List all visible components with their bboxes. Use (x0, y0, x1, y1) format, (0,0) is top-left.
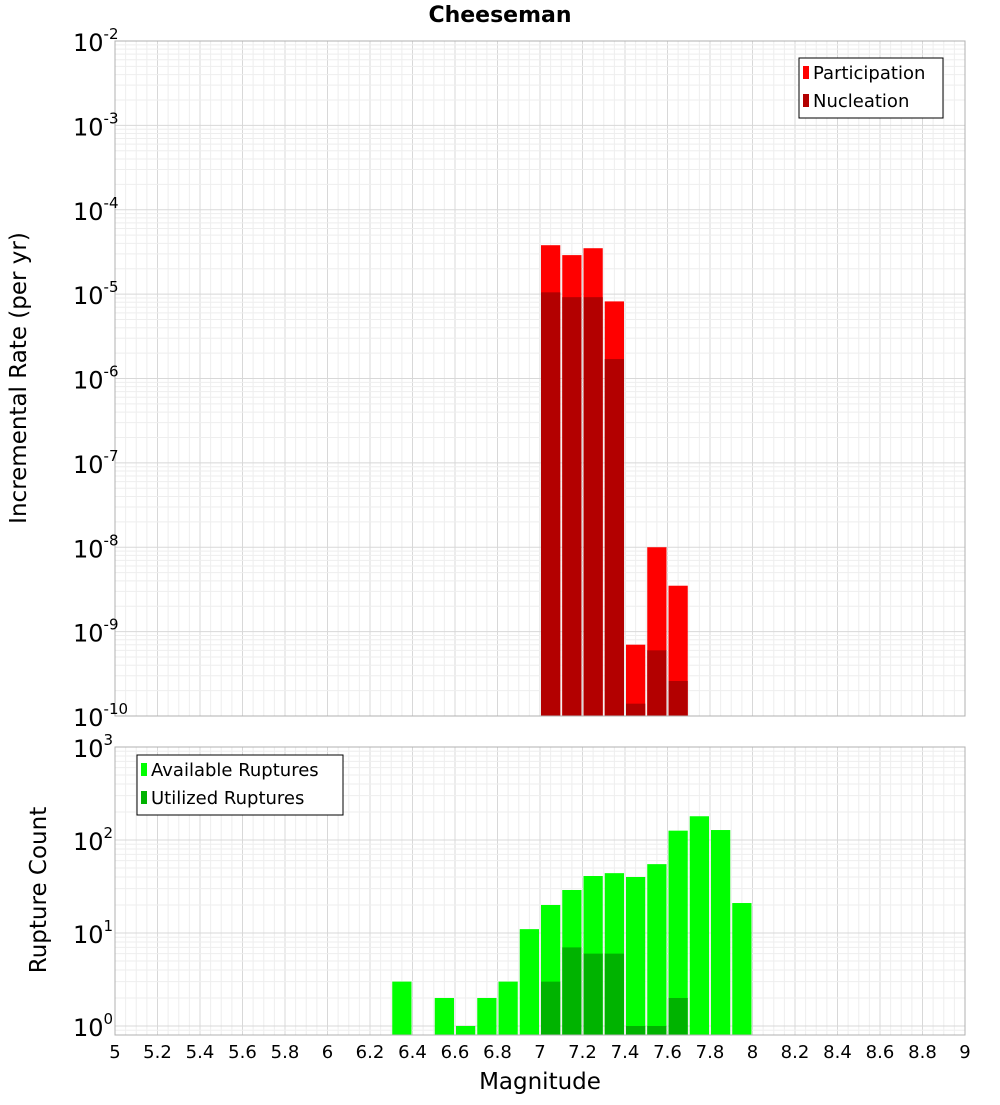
y-tick-label: 10-3 (73, 109, 119, 141)
x-tick-label: 9 (959, 1042, 970, 1063)
legend-label: Utilized Ruptures (151, 788, 304, 809)
bar (434, 997, 454, 1035)
bar (541, 292, 561, 716)
bar (583, 297, 603, 716)
bar (562, 947, 582, 1035)
bar (604, 953, 624, 1035)
bar (626, 1025, 646, 1035)
bar (711, 830, 731, 1035)
y-tick-labels: 10-10 10-9 10-8 10-7 10-6 10-5 10-4 10-3 10-2 (73, 25, 128, 732)
x-tick-label: 6.6 (441, 1042, 470, 1063)
x-tick-label: 8 (747, 1042, 758, 1063)
plot-border (114, 40, 966, 717)
x-tick-label: 5.8 (271, 1042, 300, 1063)
bar (647, 650, 667, 716)
bar (519, 929, 539, 1035)
x-axis-label: Magnitude (479, 1069, 601, 1095)
legend-swatch (803, 94, 809, 107)
x-tick-label: 6.2 (356, 1042, 385, 1063)
y-tick-labels: 100 101 102 103 (73, 731, 113, 1042)
top-y-axis-label: Incremental Rate (per yr) (6, 232, 32, 524)
bar (668, 680, 688, 716)
y-tick-label: 103 (73, 731, 113, 763)
legend-swatch (141, 791, 147, 804)
x-tick-label: 8.4 (823, 1042, 852, 1063)
y-tick-label: 100 (73, 1010, 113, 1042)
y-tick-label: 10-9 (73, 616, 119, 648)
y-tick-label: 10-7 (73, 447, 119, 479)
bar (647, 1025, 667, 1035)
x-tick-labels: 5 5.2 5.4 5.6 5.8 6 6.2 6.4 6.6 6.8 7 7.2 7.4 7.6 7.8 8… (109, 1042, 970, 1063)
bar (583, 953, 603, 1035)
legend-label: Participation (813, 63, 925, 84)
x-tick-label: 5.4 (186, 1042, 215, 1063)
legend-box (136, 754, 344, 816)
x-tick-label: 6.8 (483, 1042, 512, 1063)
legend: Available Ruptures Utilized Ruptures (136, 754, 344, 816)
bar (732, 903, 752, 1035)
bar (668, 830, 688, 1035)
y-tick-label: 10-8 (73, 531, 119, 563)
legend-swatch (803, 66, 809, 79)
bar (626, 703, 646, 716)
x-tick-label: 6 (322, 1042, 333, 1063)
x-tick-label: 6.4 (398, 1042, 427, 1063)
bottom-plot: 100 101 102 103 5 5.2 5.4 5.6 5.8 6 6.2 6.4 6.6 6.8 7 7… (73, 731, 971, 1063)
y-tick-label: 102 (73, 824, 113, 856)
x-tick-label: 7.2 (568, 1042, 597, 1063)
x-tick-label: 7.8 (696, 1042, 725, 1063)
y-tick-label: 10-10 (73, 700, 128, 732)
series-nucleation (541, 292, 688, 716)
y-tick-label: 10-2 (73, 25, 119, 57)
legend: Participation Nucleation (798, 57, 944, 119)
x-tick-label: 7.4 (611, 1042, 640, 1063)
legend-box (798, 57, 944, 119)
bar (477, 997, 497, 1035)
bar (604, 359, 624, 716)
x-tick-label: 5.6 (228, 1042, 257, 1063)
chart-title: Cheeseman (428, 3, 571, 28)
y-tick-label: 10-6 (73, 363, 119, 395)
legend-label: Available Ruptures (151, 760, 319, 781)
x-tick-label: 5.2 (143, 1042, 172, 1063)
bottom-y-axis-label: Rupture Count (26, 807, 52, 973)
x-tick-label: 5 (109, 1042, 120, 1063)
bar (668, 997, 688, 1035)
bar (562, 297, 582, 716)
x-tick-label: 7.6 (653, 1042, 682, 1063)
x-tick-label: 8.8 (908, 1042, 937, 1063)
bar (626, 877, 646, 1035)
legend-swatch (141, 763, 147, 776)
x-tick-label: 8.6 (866, 1042, 895, 1063)
bar (392, 981, 412, 1035)
y-tick-label: 10-4 (73, 194, 119, 226)
series-utilized-ruptures (541, 947, 688, 1035)
top-plot: 10-10 10-9 10-8 10-7 10-6 10-5 10-4 10-3 10-2 Par… (73, 25, 966, 732)
bar (647, 864, 667, 1035)
bar (456, 1025, 476, 1035)
y-tick-label: 101 (73, 917, 113, 949)
plot-border (114, 746, 966, 1036)
bar (541, 981, 561, 1035)
bar (689, 816, 709, 1035)
bar (498, 981, 518, 1035)
x-tick-label: 8.2 (781, 1042, 810, 1063)
x-tick-label: 7 (534, 1042, 545, 1063)
legend-label: Nucleation (813, 91, 909, 112)
grid-lines (114, 41, 966, 717)
bar (626, 644, 646, 716)
y-tick-label: 10-5 (73, 278, 119, 310)
